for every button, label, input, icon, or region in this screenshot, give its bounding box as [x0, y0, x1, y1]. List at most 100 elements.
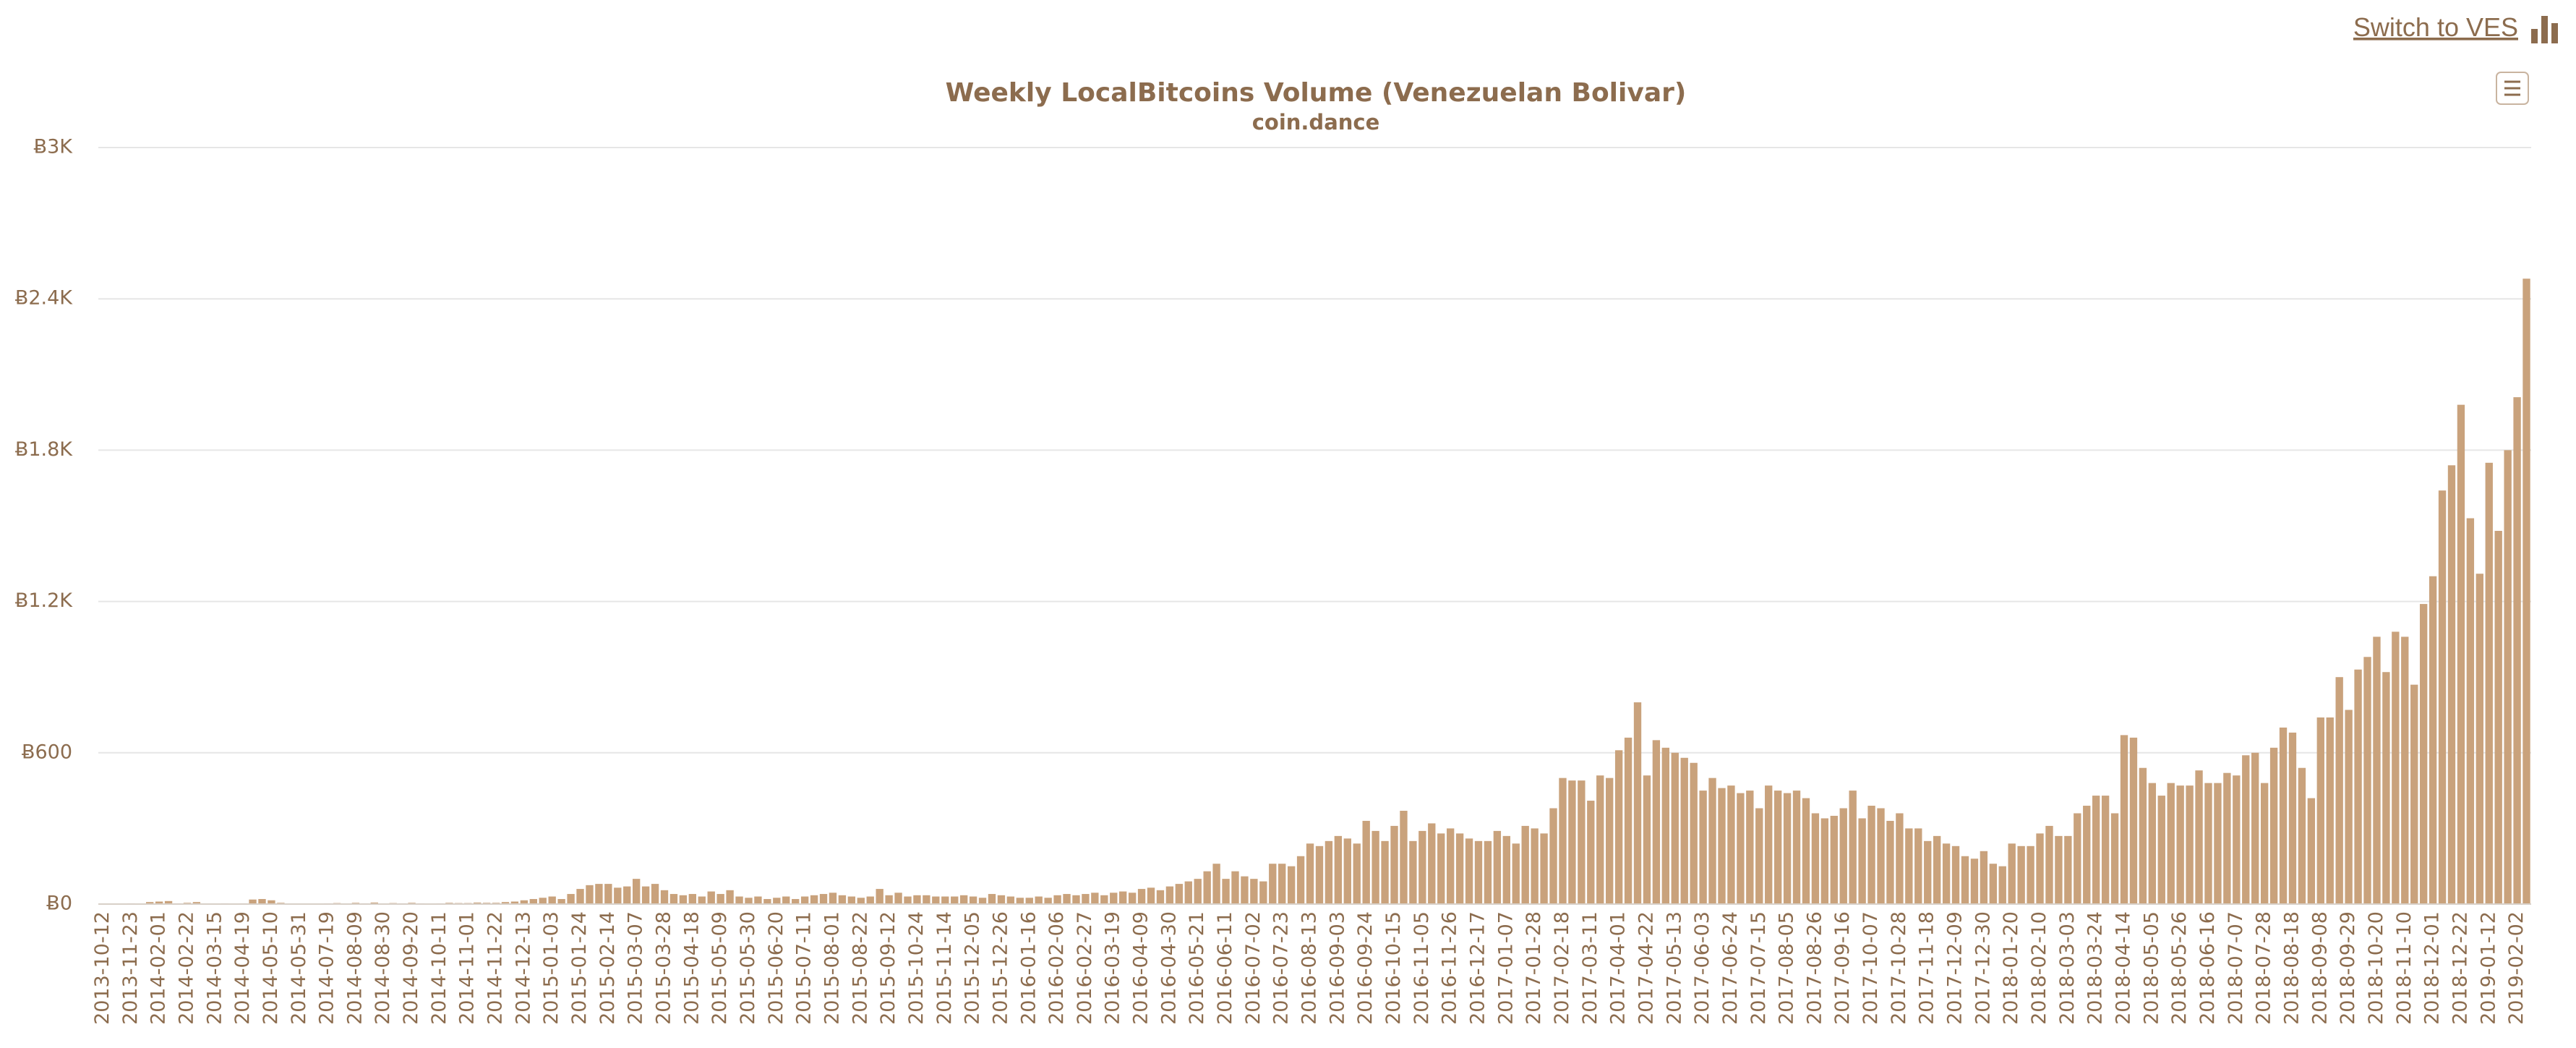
- bar: [604, 884, 612, 904]
- y-tick-label: Ƀ2.4K: [15, 287, 73, 310]
- bar: [1502, 835, 1510, 904]
- x-tick-label: 2018-04-14: [2113, 911, 2135, 1025]
- y-tick-label: Ƀ1.2K: [15, 589, 73, 612]
- menu-button[interactable]: [2496, 72, 2529, 105]
- bar: [520, 900, 529, 904]
- bar: [923, 895, 930, 904]
- x-tick-label: 2015-05-09: [709, 911, 731, 1025]
- x-tick-label: 2016-06-11: [1214, 911, 1236, 1025]
- bar: [838, 895, 847, 904]
- chart-subtitle: coin.dance: [1252, 110, 1380, 135]
- bar: [1474, 840, 1483, 904]
- switch-currency[interactable]: Switch to VES: [2353, 12, 2558, 43]
- x-tick-label: 2018-12-01: [2421, 911, 2444, 1025]
- x-tick-label: 2018-09-08: [2308, 911, 2331, 1025]
- x-tick-label: 2015-12-05: [962, 911, 984, 1025]
- x-tick-label: 2015-10-24: [905, 911, 928, 1025]
- bar: [941, 896, 949, 904]
- bar: [1512, 843, 1520, 904]
- bar: [2148, 783, 2157, 904]
- x-tick-label: 2018-06-16: [2196, 911, 2219, 1025]
- x-tick-label: 2017-06-24: [1719, 911, 1742, 1025]
- bar: [819, 894, 828, 904]
- icon-bar: [2551, 23, 2558, 43]
- bar: [885, 895, 893, 904]
- x-tick-label: 2017-04-22: [1635, 911, 1657, 1025]
- x-tick-label: 2014-08-30: [372, 911, 394, 1025]
- bar: [2027, 845, 2034, 904]
- bar: [1820, 818, 1829, 904]
- bar: [1989, 864, 1997, 904]
- x-tick-label: 2017-08-26: [1803, 911, 1826, 1025]
- bar: [1082, 894, 1090, 904]
- bar: [2354, 669, 2362, 904]
- bar: [2345, 710, 2353, 904]
- bar: [473, 902, 482, 904]
- bar: [2410, 684, 2418, 904]
- x-tick-label: 2015-03-28: [653, 911, 675, 1025]
- bar: [1652, 740, 1661, 904]
- bar: [1119, 891, 1127, 904]
- bar: [754, 896, 762, 904]
- bar: [1334, 835, 1343, 904]
- x-tick-label: 2018-09-29: [2337, 911, 2359, 1025]
- x-tick-label: 2015-08-01: [821, 911, 843, 1025]
- bar: [1896, 813, 1904, 904]
- bar: [1970, 859, 1979, 904]
- x-tick-label: 2018-07-07: [2225, 911, 2247, 1025]
- x-tick-label: 2018-11-10: [2393, 911, 2415, 1025]
- bar: [510, 901, 519, 904]
- bar: [1951, 845, 1960, 904]
- bar: [539, 898, 547, 904]
- x-tick-label: 2014-12-13: [512, 911, 534, 1025]
- bar: [1343, 838, 1351, 904]
- bar: [1156, 890, 1165, 904]
- bar: [2167, 783, 2175, 904]
- bar: [1372, 830, 1379, 904]
- bar: [1596, 775, 1604, 904]
- x-tick-label: 2016-07-02: [1242, 911, 1265, 1025]
- bar: [2269, 747, 2278, 904]
- bar: [501, 902, 510, 904]
- bar: [2476, 574, 2483, 904]
- bar: [1091, 892, 1099, 904]
- bar: [1063, 894, 1071, 904]
- bar: [698, 896, 706, 904]
- bar: [1025, 898, 1033, 904]
- bar: [155, 901, 163, 904]
- bar: [932, 896, 940, 904]
- x-tick-label: 2016-10-15: [1382, 911, 1405, 1025]
- bar: [782, 896, 790, 904]
- x-tick-label: 2015-05-30: [737, 911, 759, 1025]
- x-tick-label: 2017-05-13: [1663, 911, 1685, 1025]
- bar: [1783, 793, 1792, 904]
- y-tick-label: Ƀ600: [22, 741, 72, 763]
- bar: [1006, 896, 1015, 904]
- bar: [1643, 775, 1651, 904]
- bar: [1296, 856, 1305, 904]
- bar: [1381, 840, 1389, 904]
- x-tick-label: 2016-02-06: [1045, 911, 1068, 1025]
- bar: [633, 879, 641, 904]
- bar: [1222, 879, 1230, 904]
- bar: [988, 894, 996, 904]
- x-tick-label: 2014-04-19: [231, 911, 254, 1025]
- x-tick-label: 2014-10-11: [428, 911, 450, 1025]
- x-tick-label: 2017-10-28: [1888, 911, 1910, 1025]
- bar: [997, 895, 1006, 904]
- bar: [268, 900, 275, 904]
- bar: [2504, 450, 2512, 904]
- bar: [2176, 785, 2184, 904]
- x-tick-label: 2014-02-01: [147, 911, 170, 1025]
- bar: [800, 896, 809, 904]
- bar: [2186, 785, 2194, 904]
- bar: [2195, 770, 2203, 904]
- bar: [2260, 783, 2269, 904]
- bar: [978, 898, 987, 904]
- bar: [894, 892, 902, 904]
- bar: [1718, 788, 1726, 904]
- switch-link[interactable]: Switch to VES: [2353, 12, 2518, 42]
- bar: [641, 886, 650, 904]
- bar: [716, 894, 724, 904]
- x-tick-label: 2015-07-11: [793, 911, 816, 1025]
